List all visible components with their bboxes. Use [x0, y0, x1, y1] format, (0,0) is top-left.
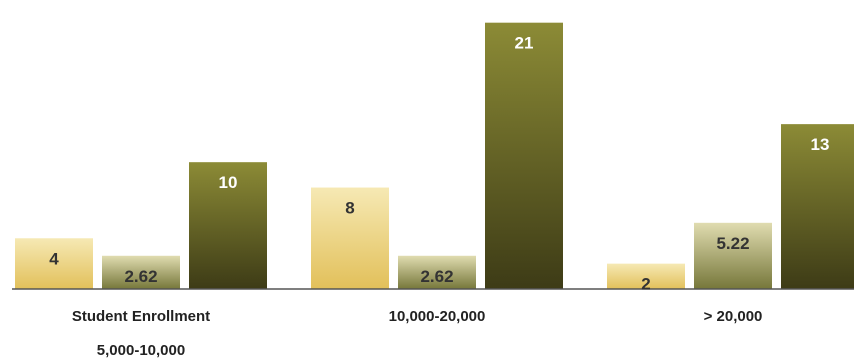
category-label-1-line-1: Student Enrollment: [72, 308, 210, 325]
value-label-series-3-cat-2: 21: [515, 34, 534, 53]
value-labels-group: 4 8 2 2.62 2.62 5.22 10 21 13: [49, 34, 829, 294]
bar-series-3-cat-1: [189, 162, 267, 289]
value-label-series-1-cat-2: 8: [345, 199, 354, 218]
bar-series-2-cat-1: [102, 255, 180, 289]
value-label-series-3-cat-1: 10: [219, 173, 238, 192]
bar-series-3-cat-3: [781, 124, 854, 290]
bar-series-2-cat-2: [398, 255, 476, 289]
value-label-series-2-cat-3: 5.22: [716, 234, 749, 253]
bar-series-1-cat-3: [607, 263, 685, 289]
bar-series-2-cat-3: [694, 222, 772, 289]
value-label-series-2-cat-2: 2.62: [420, 267, 453, 286]
category-label-2-line-1: 10,000-20,000: [389, 308, 486, 325]
value-label-series-3-cat-3: 13: [811, 135, 830, 154]
category-label-3-line-1: > 20,000: [704, 308, 763, 325]
category-labels-group: Student Enrollment 5,000-10,000 10,000-20,…: [72, 308, 763, 359]
value-label-series-2-cat-1: 2.62: [124, 267, 157, 286]
bar-series-1-cat-1: [15, 238, 93, 289]
bar-series-1-cat-2: [311, 187, 389, 289]
value-label-series-1-cat-1: 4: [49, 249, 59, 268]
bar-series-3-cat-2: [485, 22, 563, 289]
category-label-1-line-2: 5,000-10,000: [97, 342, 185, 359]
bars-group: [15, 22, 854, 290]
value-label-series-1-cat-3: 2: [641, 275, 650, 294]
